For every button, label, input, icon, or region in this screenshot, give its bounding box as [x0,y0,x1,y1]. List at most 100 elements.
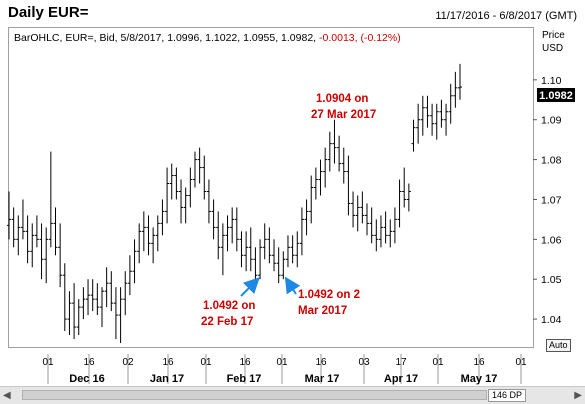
ohlc-bar [430,103,435,136]
ohlc-bar [313,167,318,200]
ohlc-bar [62,263,67,332]
ohlc-bar [7,191,11,240]
ohlc-bar [99,287,104,328]
ohlc-bar [169,163,174,200]
y-tick-label: 1.04 [541,314,562,326]
ohlc-bar [192,151,197,188]
ohlc-bar [160,199,165,236]
x-month-label: Feb 17 [227,373,262,385]
ohlc-bar [16,215,21,256]
x-day-label: 03 [358,357,370,368]
ohlc-bar [420,95,425,136]
ohlc-bar [20,199,25,240]
x-day-label: 01 [42,357,54,368]
x-month-label: Mar 17 [305,373,340,385]
price-axis-label: Price [542,30,565,41]
ohlc-bar [225,215,230,252]
ohlc-bar [179,179,184,224]
x-day-label: 02 [122,357,134,368]
ohlc-bar [369,207,374,244]
date-axis: 01 16 02 16 01 16 01 16 03 17 01 16 01 Dec 16 Jan 17 Fe… [42,354,527,385]
ohlc-bar [351,191,356,228]
ohlc-bar [216,211,221,260]
ohlc-bar [453,71,458,108]
scroll-left-arrow-icon[interactable]: ◀ [3,390,11,401]
ohlc-bar [295,231,300,268]
x-month-label: Dec 16 [69,373,104,385]
ohlc-bar [104,267,109,308]
time-scrollbar[interactable]: ◀ 146 DP ▶ [0,386,585,404]
ohlc-bar [211,199,216,240]
ohlc-bar [234,207,239,252]
y-tick-label: 1.10 [541,75,562,87]
ohlc-bar [378,215,383,248]
ohlc-bar [34,215,39,248]
ohlc-bar [360,191,365,224]
ohlc-legend: BarOHLC, EUR=, Bid, 5/8/2017, 1.0996, 1.… [14,32,401,44]
ohlc-bar [272,239,277,272]
plot-frame [8,27,534,348]
ohlc-bars [7,63,462,344]
y-tick-label: 1.05 [541,274,562,286]
annotation-peak: 1.0904 on 27 Mar 2017 [311,93,376,121]
x-month-label: Jan 17 [150,373,184,385]
annotation-low1: 1.0492 on 22 Feb 17 [201,277,260,328]
ohlc-bar [95,283,100,316]
ohlc-bar [248,227,253,272]
annotation-low1-line1: 1.0492 on [203,300,255,312]
ohlc-bar [197,147,202,184]
ohlc-bar [44,227,49,284]
ohlc-bar [341,147,346,184]
data-points-badge: 146 DP [488,389,527,402]
ohlc-bar [151,227,156,264]
ohlc-bar [230,207,235,244]
ohlc-bar [109,271,114,312]
ohlc-bar [188,167,193,208]
annotation-low2-arrow [284,276,301,295]
x-day-label: 01 [432,357,444,368]
ohlc-bar [392,207,397,244]
x-day-label: 16 [473,357,485,368]
x-day-label: 16 [83,357,95,368]
chart-title: Daily EUR= [8,4,89,21]
y-tick-label: 1.06 [541,234,562,246]
ohlc-bar [276,247,281,284]
ohlc-bar [439,99,444,128]
ohlc-bar [281,251,286,280]
x-day-label: 01 [276,357,288,368]
auto-scale-button[interactable]: Auto [546,339,571,352]
ohlc-bar [458,63,462,100]
x-day-label: 01 [200,357,212,368]
scroll-right-arrow-icon[interactable]: ▶ [574,390,582,401]
ohlc-bar [383,211,388,244]
legend-values: BarOHLC, EUR=, Bid, 5/8/2017, 1.0996, 1.… [14,32,317,44]
ohlc-bar [72,283,77,340]
ohlc-bar [332,119,337,164]
y-tick-label: 1.08 [541,155,562,167]
ohlc-bar [183,187,188,224]
ohlc-bar [132,239,137,284]
ohlc-bar [244,231,249,272]
ohlc-bar [48,151,53,248]
ohlc-bar [11,207,16,248]
ohlc-bar [397,179,402,228]
scroll-thumb[interactable] [22,390,487,400]
ohlc-bar [365,203,370,236]
ohlc-bar [86,279,91,316]
ohlc-bar [253,247,258,284]
ohlc-bar [346,155,351,216]
ohlc-bar [425,95,430,128]
ohlc-bar [411,119,416,152]
annotation-low1-line2: 22 Feb 17 [201,316,253,328]
ohlc-bar [444,103,449,136]
ohlc-bar [137,223,142,264]
annotation-low1-arrow [240,277,260,297]
ohlc-bar [118,287,123,344]
x-day-label: 16 [162,357,174,368]
ohlc-bar [67,291,72,336]
ohlc-bar [434,103,439,140]
ohlc-bar [239,231,244,268]
ohlc-bar [155,215,160,252]
ohlc-bar [262,223,267,260]
